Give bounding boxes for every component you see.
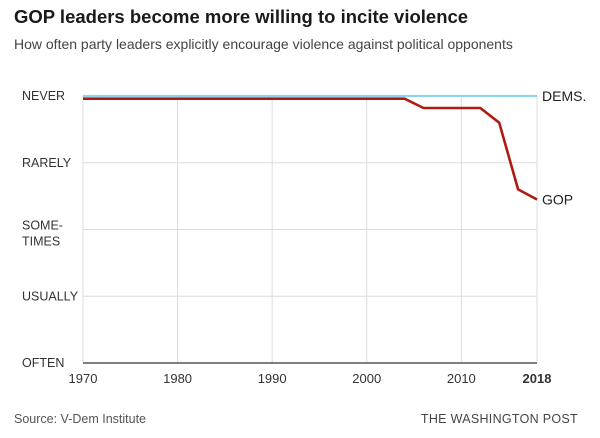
y-tick-label: OFTEN [22,356,64,370]
chart-subtitle: How often party leaders explicitly encou… [14,36,513,52]
y-tick-label: NEVER [22,89,65,103]
y-tick-label: RARELY [22,156,72,170]
x-tick-label: 1990 [258,371,287,386]
x-tick-label: 1970 [69,371,98,386]
x-tick-label: 2010 [447,371,476,386]
publisher-credit: THE WASHINGTON POST [420,412,578,426]
x-tick-label: 1980 [163,371,192,386]
y-tick-label: TIMES [22,235,60,249]
y-tick-label: USUALLY [22,289,79,303]
y-tick-label: SOME- [22,219,63,233]
chart-title: GOP leaders become more willing to incit… [14,6,469,27]
x-tick-label: 2000 [352,371,381,386]
x-tick-label: 2018 [523,371,552,386]
source-note: Source: V-Dem Institute [14,412,147,426]
gop-series-label: GOP [542,191,573,207]
gop-series-line [83,97,538,201]
dems-series-label: DEMS. [542,88,586,104]
